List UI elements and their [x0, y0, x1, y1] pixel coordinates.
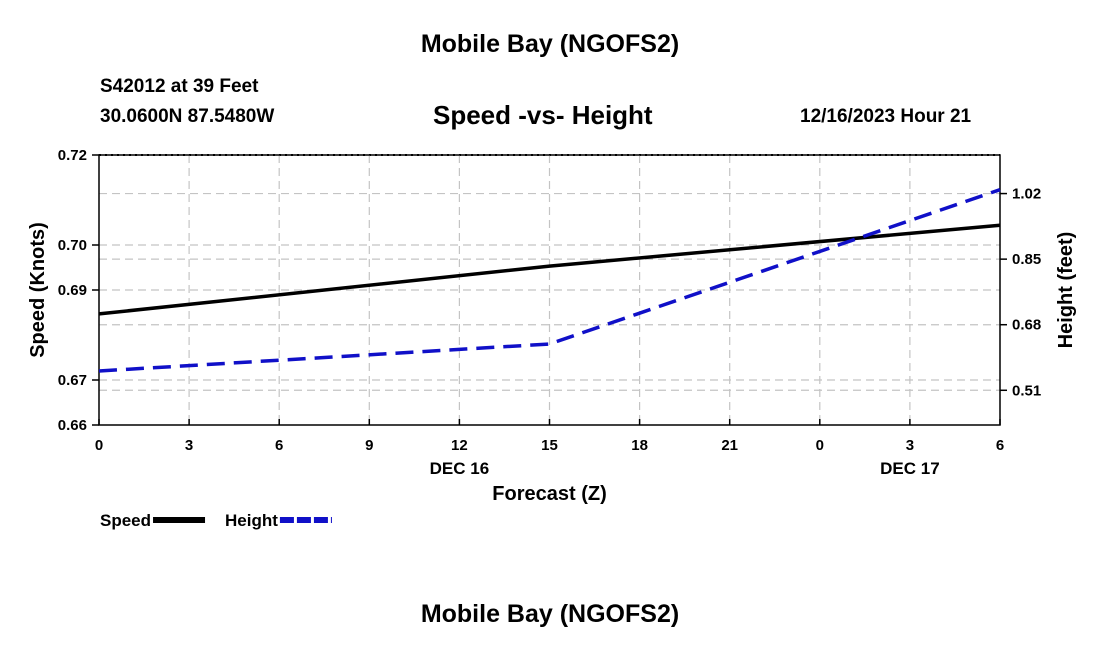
x-tick-label: 0	[816, 437, 824, 454]
footer-title: Mobile Bay (NGOFS2)	[420, 600, 680, 628]
x-tick-label: 3	[906, 437, 914, 454]
axis-labels: 0 3 6 9 12 15 18 21 0 3 6 0.66 0.67 0.69 0.70 0.72 0.51 0…	[27, 147, 1077, 505]
forecast-datetime: 12/16/2023 Hour 21	[800, 106, 972, 127]
x-date-label: DEC 17	[880, 459, 940, 478]
x-tick-label: 15	[541, 437, 558, 454]
coordinates-label: 30.0600N 87.5480W	[100, 106, 275, 127]
y2-tick-label: 1.02	[1012, 186, 1041, 203]
y-tick-label: 0.72	[58, 147, 87, 164]
y2-tick-label: 0.85	[1012, 251, 1041, 268]
legend: Speed Height	[100, 511, 332, 530]
legend-label-height: Height	[225, 511, 278, 530]
y-tick-label: 0.66	[58, 417, 87, 434]
series-line-speed	[98, 223, 1001, 316]
grid-lines	[99, 154, 1000, 425]
axis-ticks	[92, 154, 1007, 426]
x-tick-label: 21	[721, 437, 738, 454]
x-tick-label: 12	[451, 437, 468, 454]
legend-label-speed: Speed	[100, 511, 151, 530]
x-tick-label: 18	[631, 437, 648, 454]
x-tick-label: 9	[365, 437, 373, 454]
x-date-label: DEC 16	[430, 459, 490, 478]
y-axis-title: Speed (Knots)	[27, 222, 49, 358]
series-line-height	[98, 188, 1001, 373]
y2-tick-label: 0.68	[1012, 317, 1041, 334]
y-tick-label: 0.70	[58, 237, 87, 254]
y2-tick-label: 0.51	[1012, 382, 1041, 399]
chart-subtitle: Speed -vs- Height	[433, 100, 653, 130]
x-axis-title: Forecast (Z)	[492, 483, 606, 505]
series-lines	[98, 188, 1001, 373]
x-tick-label: 6	[996, 437, 1004, 454]
y-tick-label: 0.67	[58, 372, 87, 389]
y2-axis-title: Height (feet)	[1055, 232, 1077, 349]
x-tick-label: 6	[275, 437, 283, 454]
chart-title: Mobile Bay (NGOFS2)	[420, 30, 680, 58]
y-tick-label: 0.69	[58, 282, 87, 299]
station-label: S42012 at 39 Feet	[100, 76, 259, 97]
x-tick-label: 0	[95, 437, 103, 454]
x-tick-label: 3	[185, 437, 193, 454]
